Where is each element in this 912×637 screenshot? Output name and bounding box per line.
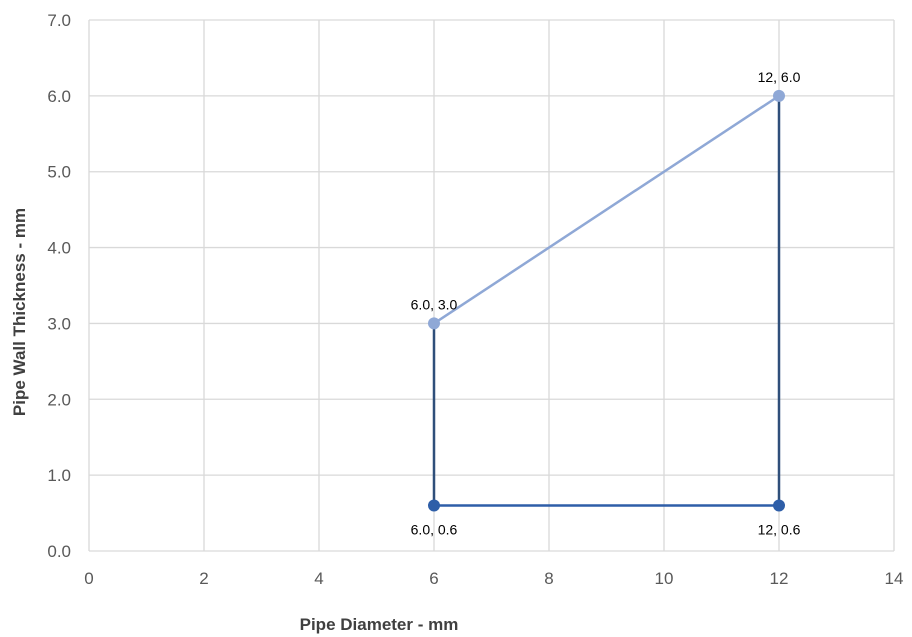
x-tick-label: 12: [770, 569, 789, 588]
series-line: [433, 94, 780, 325]
data-point: [428, 317, 440, 330]
series-lines: [432, 94, 781, 507]
y-tick-label: 5.0: [47, 163, 71, 182]
y-tick-label: 4.0: [47, 239, 71, 258]
x-tick-label: 8: [544, 569, 553, 588]
y-tick-label: 7.0: [47, 11, 71, 30]
x-tick-label: 14: [885, 569, 904, 588]
tick-labels: 0 2 4 6 8 10 12 14 0.0 1.0 2.0 3.0 4.0 5.0 6.0 7.0: [47, 11, 903, 588]
x-axis-title: Pipe Diameter - mm: [300, 615, 459, 634]
y-tick-label: 6.0: [47, 87, 71, 106]
y-axis-title: Pipe Wall Thickness - mm: [10, 208, 29, 416]
x-tick-label: 0: [84, 569, 93, 588]
data-point: [773, 89, 785, 102]
y-tick-label: 2.0: [47, 390, 71, 409]
x-tick-label: 6: [429, 569, 438, 588]
data-label: 6.0, 3.0: [411, 296, 458, 312]
y-tick-label: 0.0: [47, 542, 71, 561]
gridlines: [88, 19, 895, 552]
data-point: [428, 499, 440, 512]
x-tick-label: 10: [655, 569, 674, 588]
data-points: [428, 89, 785, 512]
x-tick-label: 2: [199, 569, 208, 588]
x-tick-label: 4: [314, 569, 323, 588]
y-tick-label: 1.0: [47, 466, 71, 485]
data-point: [773, 499, 785, 512]
data-label: 6.0, 0.6: [411, 521, 458, 537]
data-label: 12, 0.6: [758, 521, 801, 537]
data-label: 12, 6.0: [758, 69, 801, 85]
y-tick-label: 3.0: [47, 314, 71, 333]
data-labels: 6.0, 3.0 12, 6.0 6.0, 0.6 12, 0.6: [411, 69, 801, 538]
